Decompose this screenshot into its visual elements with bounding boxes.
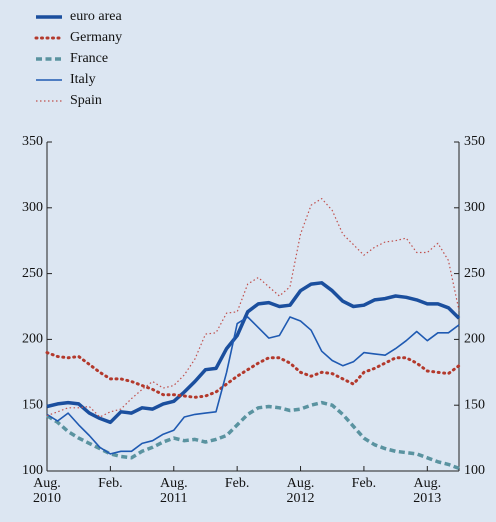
legend-label: Germany [70,30,122,45]
x-tick-label: Feb. [351,476,377,491]
y-tick-label: 300 [22,200,43,215]
series-line [46,316,460,455]
x-tick-label: Feb. [98,476,123,491]
y2-tick-label: 350 [464,134,485,149]
x-tick-label: Aug. 2011 [159,476,188,506]
x-tick-label: Aug. 2012 [286,476,315,506]
y2-tick-label: 150 [464,397,485,412]
series-line [45,351,461,399]
y-tick-label: 350 [22,134,43,149]
y-tick-label: 250 [22,266,43,281]
y2-tick-label: 250 [464,266,485,281]
x-tick-label: Feb. [224,476,250,491]
legend-label: Spain [70,93,102,108]
legend-label: France [70,51,108,66]
series-line [46,400,460,471]
y2-tick-label: 100 [464,463,485,478]
y-tick-label: 200 [22,332,43,347]
y-tick-label: 100 [22,463,43,478]
legend-label: Italy [70,72,96,87]
legend-label: euro area [70,9,122,24]
x-tick-label: Aug. 2010 [33,476,61,506]
y2-tick-label: 300 [464,200,485,215]
y2-tick-label: 200 [464,332,485,347]
y-tick-label: 150 [22,397,43,412]
series-line [46,281,461,425]
x-tick-label: Aug. 2013 [413,476,442,506]
